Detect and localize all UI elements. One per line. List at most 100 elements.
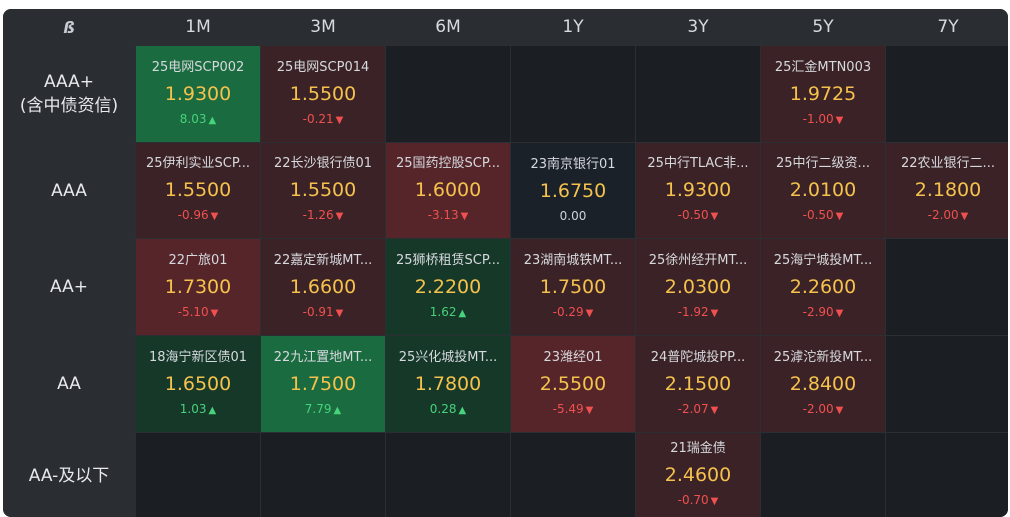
change-value: -2.00 <box>802 401 834 416</box>
bond-name: 25汇金MTN003 <box>774 59 872 75</box>
down-arrow-icon: ▼ <box>710 496 719 507</box>
tenor-header-5y[interactable]: 5Y <box>761 9 885 45</box>
tenor-header-3y[interactable]: 3Y <box>636 9 760 45</box>
bond-name: 18海宁新区债01 <box>148 349 248 365</box>
change-value: -0.21 <box>302 111 334 126</box>
empty-cell <box>386 433 510 517</box>
change-value: -0.29 <box>552 304 584 319</box>
bond-cell[interactable]: 22嘉定新城MT... 1.6600 -0.91 ▼ <box>261 239 385 335</box>
change-value: 0.28 <box>429 401 457 416</box>
change-value: -1.92 <box>677 304 709 319</box>
bond-rate: 1.5500 <box>164 179 232 201</box>
change-value: -0.50 <box>802 208 834 222</box>
bond-cell[interactable]: 25中行二级资... 2.0100 -0.50 ▼ <box>761 143 885 238</box>
empty-cell <box>886 433 1008 517</box>
bond-name: 23南京银行01 <box>530 157 616 172</box>
bond-rate: 1.6750 <box>539 180 607 202</box>
bond-cell[interactable]: 25狮桥租赁SCP... 2.2200 1.62 ▲ <box>386 239 510 335</box>
bond-rate: 2.0300 <box>664 275 732 298</box>
bond-cell[interactable]: 22农业银行二... 2.1800 -2.00 ▼ <box>886 143 1008 238</box>
bond-cell[interactable]: 25伊利实业SCP... 1.5500 -0.96 ▼ <box>136 143 260 238</box>
bond-change: -0.70 ▼ <box>678 491 719 511</box>
bond-rate: 2.1800 <box>914 179 982 201</box>
bond-name: 22九江置地MT... <box>273 349 373 365</box>
bond-rate: 2.2200 <box>414 275 482 298</box>
change-value: -0.50 <box>677 208 709 222</box>
bond-change: -0.91 ▼ <box>303 303 344 323</box>
bond-name: 25中行二级资... <box>776 156 870 171</box>
down-arrow-icon: ▼ <box>960 211 969 222</box>
empty-cell <box>511 46 635 142</box>
bond-cell[interactable]: 25中行TLAC非... 1.9300 -0.50 ▼ <box>636 143 760 238</box>
bond-name: 23湖南城铁MT... <box>523 252 623 268</box>
bond-cell[interactable]: 24普陀城投PP... 2.1500 -2.07 ▼ <box>636 336 760 432</box>
bond-cell[interactable]: 22九江置地MT... 1.7500 7.79 ▲ <box>261 336 385 432</box>
down-arrow-icon: ▼ <box>835 211 844 222</box>
bond-name: 25中行TLAC非... <box>647 156 749 171</box>
change-value: -2.90 <box>802 304 834 319</box>
bond-cell[interactable]: 25徐州经开MT... 2.0300 -1.92 ▼ <box>636 239 760 335</box>
bond-cell[interactable]: 21瑞金债 2.4600 -0.70 ▼ <box>636 433 760 517</box>
bond-change: -2.07 ▼ <box>678 400 719 420</box>
tenor-header-1m[interactable]: 1M <box>136 9 260 45</box>
bond-cell[interactable]: 22广旅01 1.7300 -5.10 ▼ <box>136 239 260 335</box>
bond-cell[interactable]: 25国药控股SCP... 1.6000 -3.13 ▼ <box>386 143 510 238</box>
bond-change: 7.79 ▲ <box>305 400 341 420</box>
bond-name: 21瑞金债 <box>670 441 726 456</box>
bond-rate: 1.7500 <box>539 275 607 298</box>
bond-cell[interactable]: 25汇金MTN003 1.9725 -1.00 ▼ <box>761 46 885 142</box>
bond-cell[interactable]: 25兴化城投MT... 1.7800 0.28 ▲ <box>386 336 510 432</box>
down-arrow-icon: ▼ <box>460 211 469 222</box>
down-arrow-icon: ▼ <box>835 404 844 416</box>
change-value: -5.49 <box>552 401 584 416</box>
up-arrow-icon: ▲ <box>208 114 217 126</box>
bond-cell[interactable]: 23潍经01 2.5500 -5.49 ▼ <box>511 336 635 432</box>
bond-rate: 1.7800 <box>414 372 482 395</box>
bond-change: -0.96 ▼ <box>178 206 219 226</box>
empty-cell <box>886 336 1008 432</box>
tenor-header-3m[interactable]: 3M <box>261 9 385 45</box>
bond-cell[interactable]: 23湖南城铁MT... 1.7500 -0.29 ▼ <box>511 239 635 335</box>
bond-rate: 1.7300 <box>164 275 232 298</box>
tenor-header-6m[interactable]: 6M <box>386 9 510 45</box>
bond-change: -1.00 ▼ <box>803 110 844 130</box>
change-value: -5.10 <box>177 304 209 319</box>
tenor-header-1y[interactable]: 1Y <box>511 9 635 45</box>
down-arrow-icon: ▼ <box>710 211 719 222</box>
bond-change: -3.13 ▼ <box>428 206 469 226</box>
down-arrow-icon: ▼ <box>210 307 219 319</box>
bond-cell[interactable]: 18海宁新区债01 1.6500 1.03 ▲ <box>136 336 260 432</box>
empty-cell <box>511 433 635 517</box>
change-value: 0.00 <box>559 209 587 223</box>
bond-cell[interactable]: 25电网SCP002 1.9300 8.03 ▲ <box>136 46 260 142</box>
bond-change: -2.00 ▼ <box>803 400 844 420</box>
empty-cell <box>886 46 1008 142</box>
change-value: -0.70 <box>677 493 709 507</box>
bond-change: 1.03 ▲ <box>180 400 216 420</box>
bond-name: 25滹沱新投MT... <box>773 349 873 365</box>
bond-change: -1.26 ▼ <box>303 206 344 226</box>
bond-name: 22长沙银行债01 <box>273 156 373 171</box>
change-value: -0.96 <box>177 208 209 222</box>
credit-yield-matrix: ß 1M 3M 6M 1Y 3Y 5Y 7Y AAA+ (含中债资信) 25电网SCP002 1.… <box>3 9 1008 517</box>
up-arrow-icon: ▲ <box>458 404 467 416</box>
bond-name: 25兴化城投MT... <box>398 349 498 365</box>
down-arrow-icon: ▼ <box>335 114 344 126</box>
change-value: 1.03 <box>179 401 207 416</box>
bond-cell[interactable]: 23南京银行01 1.6750 0.00 <box>511 143 635 238</box>
bond-name: 22广旅01 <box>168 252 228 268</box>
bond-cell[interactable]: 25电网SCP014 1.5500 -0.21 ▼ <box>261 46 385 142</box>
bond-cell[interactable]: 22长沙银行债01 1.5500 -1.26 ▼ <box>261 143 385 238</box>
rating-label: AA-及以下 <box>3 433 135 517</box>
down-arrow-icon: ▼ <box>835 114 844 126</box>
bond-name: 24普陀城投PP... <box>650 349 746 365</box>
change-value: -1.00 <box>802 111 834 126</box>
bond-cell[interactable]: 25海宁城投MT... 2.2600 -2.90 ▼ <box>761 239 885 335</box>
bond-cell[interactable]: 25滹沱新投MT... 2.8400 -2.00 ▼ <box>761 336 885 432</box>
bond-rate: 2.0100 <box>789 179 857 201</box>
tenor-header-7y[interactable]: 7Y <box>886 9 1008 45</box>
bond-rate: 2.4600 <box>664 464 732 486</box>
bond-change: 0.28 ▲ <box>430 400 466 420</box>
bond-change: 8.03 ▲ <box>180 110 216 130</box>
bond-change: -5.49 ▼ <box>553 400 594 420</box>
